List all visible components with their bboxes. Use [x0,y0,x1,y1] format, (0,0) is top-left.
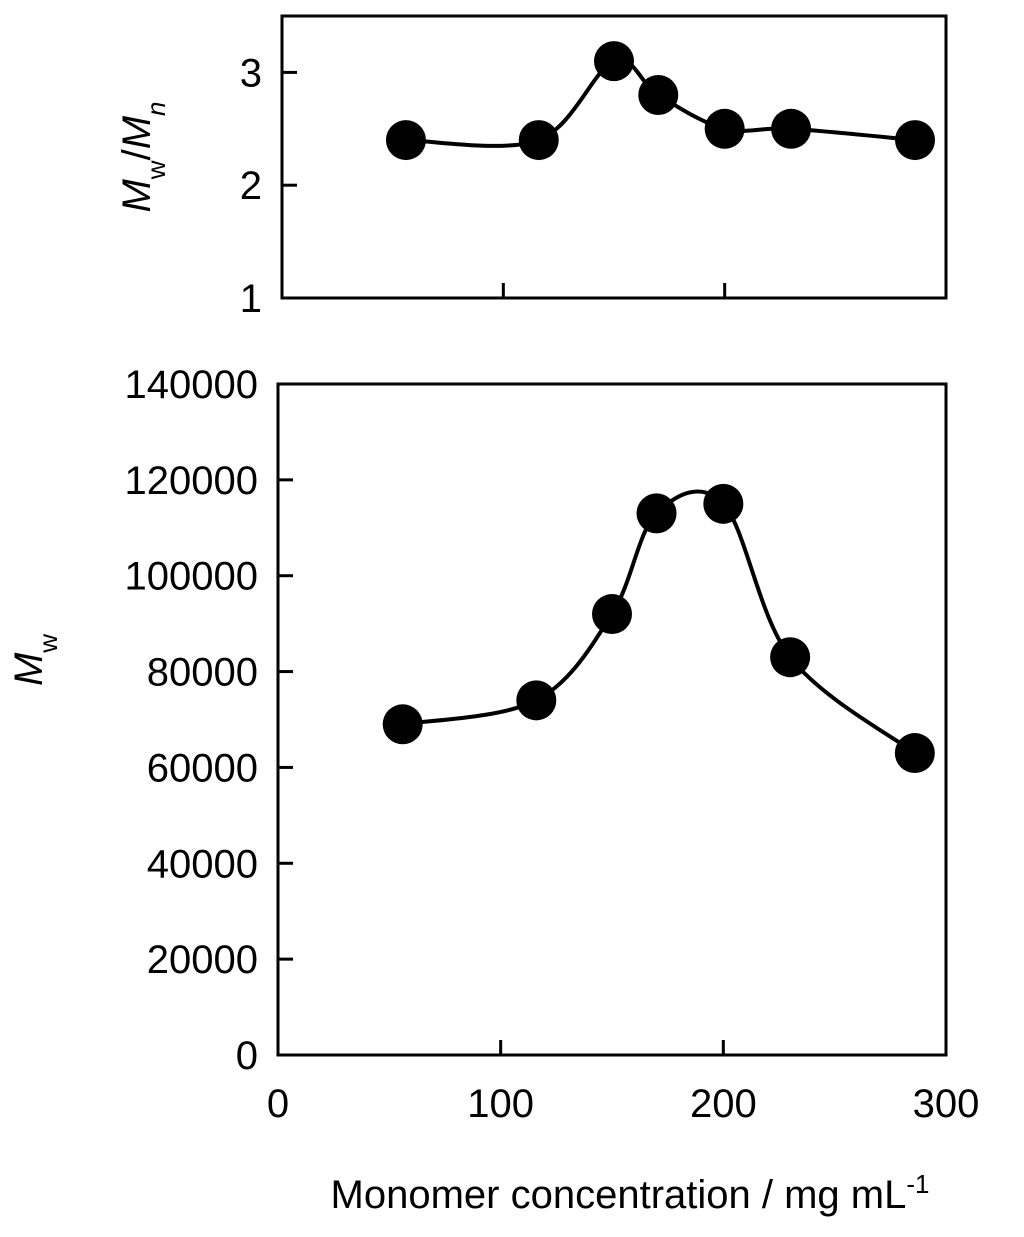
y-tick-label: 0 [236,1034,258,1078]
data-point [895,120,936,161]
y-axis-label-part: n [141,101,171,115]
y-axis-label: Mw [7,634,63,686]
data-point [771,108,812,149]
plot-frame [280,14,948,300]
y-axis-label: Mw/Mn [115,101,171,212]
data-point [592,594,632,635]
y-axis-label-part: M [115,115,159,149]
data-point [594,41,634,82]
data-point [894,733,935,774]
data-point [636,493,677,534]
data-point [518,120,559,161]
y-tick-label: 80000 [147,651,258,695]
x-axis-label-part: Monomer concentration / mg mL [331,1173,907,1217]
data-point [516,680,557,721]
data-point [704,108,745,149]
data-point [770,637,811,678]
y-axis-label-part: w [141,160,171,180]
y-axis-label-part: M [7,652,51,686]
x-tick-label: 300 [913,1082,980,1126]
y-tick-label: 3 [240,51,262,95]
y-tick-label: 1 [240,277,262,321]
x-tick-label: 0 [267,1082,289,1126]
y-tick-label: 140000 [125,363,258,407]
plot-frame [276,382,948,1057]
x-tick-label: 200 [690,1082,757,1126]
y-axis-label-part: w [33,634,63,654]
y-axis-label-part: M [115,179,159,213]
data-point [638,74,679,115]
data-point [382,704,423,745]
y-tick-label: 20000 [147,938,258,982]
data-point [703,483,744,524]
y-axis-label-part: / [115,148,159,160]
y-tick-label: 100000 [125,555,258,599]
x-axis-label: Monomer concentration / mg mL-1 [331,1169,930,1217]
x-axis-label-part: -1 [906,1169,929,1199]
y-tick-label: 40000 [147,842,258,886]
x-tick-label: 100 [467,1082,534,1126]
y-tick-label: 60000 [147,746,258,790]
y-tick-label: 120000 [125,459,258,503]
data-point [385,120,426,161]
y-tick-label: 2 [240,164,262,208]
